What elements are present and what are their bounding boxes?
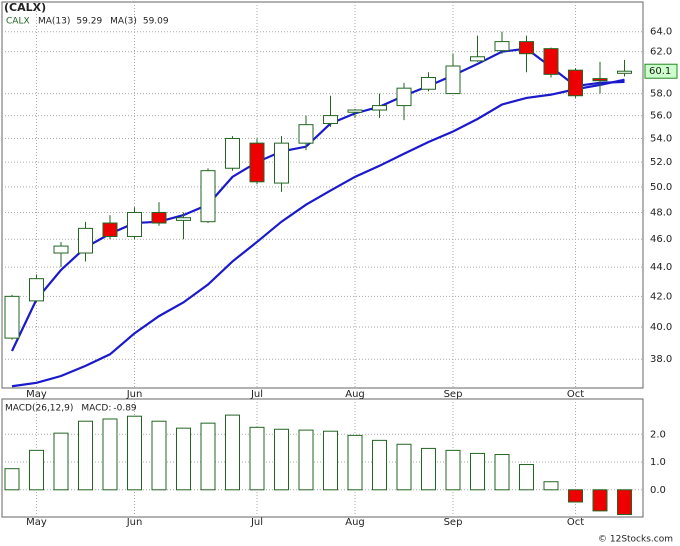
bar <box>519 464 534 491</box>
y-tick-label: 42.0 <box>650 291 672 302</box>
last-price-label: 60.1 <box>649 66 671 77</box>
footer: © 12Stocks.com <box>598 535 673 545</box>
candle-body <box>151 211 167 224</box>
legend-value: 59.09 <box>143 17 169 27</box>
bar <box>151 420 167 491</box>
y-tick-label: 62.0 <box>650 47 672 58</box>
y-tick-label: 52.0 <box>650 157 672 168</box>
y-tick-label: 46.0 <box>650 234 672 245</box>
y-tick-label: 2.0 <box>650 429 666 440</box>
x-tick-label: Oct <box>567 389 584 400</box>
candle-body <box>274 142 289 184</box>
legend-name: MACD: <box>81 404 111 414</box>
candle-body <box>176 217 191 221</box>
bar <box>617 489 632 516</box>
candle-body <box>494 41 510 52</box>
bar <box>127 415 142 491</box>
bar <box>53 432 69 491</box>
candle-body <box>298 124 314 144</box>
candle-body <box>323 115 338 125</box>
bar <box>372 439 387 491</box>
bar <box>543 481 559 491</box>
last-price-box <box>644 63 678 79</box>
y-tick-label: 48.0 <box>650 207 672 218</box>
x-tick-label: Jul <box>250 517 263 528</box>
price-panel <box>1 1 644 389</box>
y-tick-label: 58.0 <box>650 89 672 100</box>
y-tick-label: 50.0 <box>650 182 672 193</box>
candle-body <box>445 65 461 95</box>
legend-name: MA(13) <box>38 17 70 27</box>
bar <box>470 452 485 491</box>
y-tick-label: 40.0 <box>650 322 672 333</box>
x-tick-label: Sep <box>444 517 463 528</box>
bar <box>200 422 216 491</box>
candle-body <box>225 137 240 169</box>
y-tick-label: 56.0 <box>650 111 672 122</box>
y-tick-label: 0.0 <box>650 485 666 496</box>
candle-body <box>592 78 608 82</box>
bar <box>29 449 44 491</box>
candle-body <box>421 77 436 90</box>
bar <box>225 414 240 491</box>
candle-body <box>29 278 44 302</box>
bar <box>78 420 93 491</box>
x-tick-label: Aug <box>345 389 365 400</box>
bar <box>494 454 510 491</box>
bar <box>323 430 338 491</box>
legend-value: -0.89 <box>113 404 137 414</box>
bar <box>347 434 363 491</box>
bar <box>298 429 314 491</box>
macd-panel <box>1 398 644 518</box>
candle-body <box>568 69 583 97</box>
candle-body <box>102 222 118 237</box>
y-tick-label: 44.0 <box>650 262 672 273</box>
x-tick-label: Sep <box>444 389 463 400</box>
bar <box>274 428 289 491</box>
candle-body <box>249 142 265 183</box>
bar <box>102 418 118 491</box>
y-tick-label: 38.0 <box>650 354 672 365</box>
y-tick-label: 54.0 <box>650 133 672 144</box>
bar <box>176 427 191 491</box>
bar <box>592 489 608 512</box>
chart-title: (CALX) <box>4 1 46 14</box>
candle-body <box>200 170 216 223</box>
x-tick-label: Jun <box>126 389 143 400</box>
y-tick-label: 1.0 <box>650 457 666 468</box>
x-tick-label: Aug <box>345 517 365 528</box>
candle-body <box>372 105 387 111</box>
bar <box>396 443 412 491</box>
bar <box>568 489 583 503</box>
candle-body <box>543 48 559 75</box>
bar <box>249 426 265 491</box>
candle-body <box>4 295 20 339</box>
legend-ticker: CALX <box>6 17 30 27</box>
bar <box>4 468 20 491</box>
legend-name: MA(3) <box>110 17 137 27</box>
candle-body <box>347 109 363 113</box>
ma-line <box>11 78 625 388</box>
legend-value: 59.29 <box>76 17 102 27</box>
candle-body <box>617 70 632 74</box>
candle-body <box>396 87 412 107</box>
x-tick-label: May <box>26 389 47 400</box>
x-tick-label: Jul <box>250 389 263 400</box>
candle-body <box>78 227 93 254</box>
candle-body <box>127 211 142 237</box>
y-tick-label: 64.0 <box>650 27 672 38</box>
x-tick-label: Jun <box>126 517 143 528</box>
candle-body <box>470 56 485 62</box>
x-tick-label: Oct <box>567 517 584 528</box>
bar <box>445 449 461 491</box>
candle-body <box>519 41 534 55</box>
candle-body <box>53 245 69 254</box>
x-tick-label: May <box>26 517 47 528</box>
bar <box>421 447 436 491</box>
panel-title: MACD(26,12,9) <box>5 404 73 414</box>
